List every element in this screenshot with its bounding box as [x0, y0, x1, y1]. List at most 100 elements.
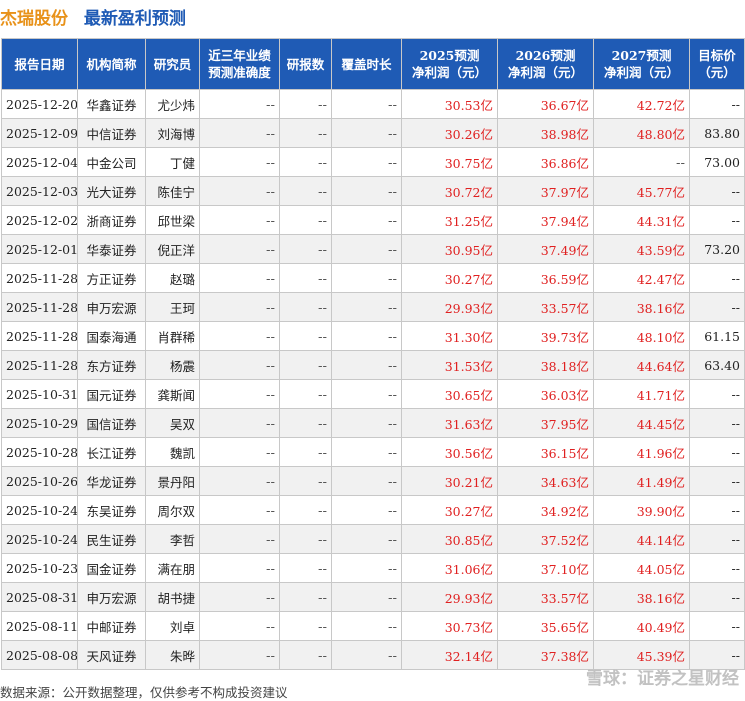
cell-p2027: 39.90亿	[593, 495, 690, 525]
header-accuracy[interactable]: 近三年业绩 预测准确度	[199, 38, 280, 90]
cell-org: 华鑫证券	[77, 89, 146, 119]
header-2026-line2: 净利润（元）	[507, 65, 583, 80]
cell-p2027: 43.59亿	[593, 234, 690, 264]
header-2027[interactable]: 2027预测 净利润（元）	[593, 38, 690, 90]
cell-target: 73.00	[689, 147, 745, 177]
cell-p2025: 29.93亿	[401, 582, 498, 612]
cell-target: --	[689, 263, 745, 293]
header-2027-line2: 净利润（元）	[603, 65, 679, 80]
cell-analyst: 赵璐	[145, 263, 200, 293]
cell-date: 2025-08-31	[1, 582, 78, 612]
cell-analyst: 周尔双	[145, 495, 200, 525]
header-2027-line1: 2027预测	[611, 48, 672, 63]
cell-analyst: 丁健	[145, 147, 200, 177]
table-row: 2025-11-28 东方证券 杨震 -- -- -- 31.53亿 38.18亿 44.64亿…	[1, 350, 745, 380]
cell-accuracy: --	[199, 263, 280, 293]
table-row: 2025-10-29 国信证券 吴双 -- -- -- 31.63亿 37.95亿 44.45亿…	[1, 408, 745, 438]
table-row: 2025-12-01 华泰证券 倪正洋 -- -- -- 30.95亿 37.49亿 43.59…	[1, 234, 745, 264]
cell-org: 方正证券	[77, 263, 146, 293]
cell-p2025: 30.27亿	[401, 263, 498, 293]
table-row: 2025-12-02 浙商证券 邱世梁 -- -- -- 31.25亿 37.94亿 44.31…	[1, 205, 745, 235]
header-date[interactable]: 报告日期	[1, 38, 78, 90]
cell-org: 东方证券	[77, 350, 146, 380]
cell-analyst: 刘海博	[145, 118, 200, 148]
cell-p2025: 30.27亿	[401, 495, 498, 525]
cell-p2025: 31.25亿	[401, 205, 498, 235]
cell-p2027: 41.49亿	[593, 466, 690, 496]
cell-coverage: --	[331, 524, 402, 554]
header-org[interactable]: 机构简称	[77, 38, 146, 90]
cell-p2025: 30.72亿	[401, 176, 498, 206]
cell-org: 中信证券	[77, 118, 146, 148]
table-row: 2025-10-26 华龙证券 景丹阳 -- -- -- 30.21亿 34.63亿 41.49…	[1, 466, 745, 496]
cell-reports: --	[279, 582, 332, 612]
cell-target: 61.15	[689, 321, 745, 351]
table-row: 2025-10-31 国元证券 龚斯闻 -- -- -- 30.65亿 36.03亿 41.71…	[1, 379, 745, 409]
cell-org: 民生证券	[77, 524, 146, 554]
cell-reports: --	[279, 611, 332, 641]
cell-p2025: 30.73亿	[401, 611, 498, 641]
cell-p2027: 44.45亿	[593, 408, 690, 438]
cell-p2026: 37.52亿	[497, 524, 594, 554]
header-2025[interactable]: 2025预测 净利润（元）	[401, 38, 498, 90]
data-source-footer: 数据来源：公开数据整理，仅供参考不构成投资建议	[0, 685, 288, 700]
cell-date: 2025-12-04	[1, 147, 78, 177]
cell-analyst: 朱晔	[145, 640, 200, 670]
cell-target: --	[689, 437, 745, 467]
header-2026-line1: 2026预测	[515, 48, 576, 63]
cell-date: 2025-12-03	[1, 176, 78, 206]
cell-reports: --	[279, 408, 332, 438]
cell-accuracy: --	[199, 292, 280, 322]
cell-reports: --	[279, 292, 332, 322]
header-analyst[interactable]: 研究员	[145, 38, 200, 90]
cell-target: --	[689, 582, 745, 612]
cell-p2025: 31.63亿	[401, 408, 498, 438]
cell-date: 2025-11-28	[1, 292, 78, 322]
cell-p2025: 30.95亿	[401, 234, 498, 264]
cell-target: --	[689, 640, 745, 670]
cell-p2027: --	[593, 147, 690, 177]
header-2026[interactable]: 2026预测 净利润（元）	[497, 38, 594, 90]
cell-org: 浙商证券	[77, 205, 146, 235]
cell-target: --	[689, 408, 745, 438]
cell-date: 2025-12-01	[1, 234, 78, 264]
cell-analyst: 李哲	[145, 524, 200, 554]
cell-accuracy: --	[199, 437, 280, 467]
cell-p2025: 30.21亿	[401, 466, 498, 496]
header-target[interactable]: 目标价 （元）	[689, 38, 745, 90]
header-coverage[interactable]: 覆盖时长	[331, 38, 402, 90]
cell-analyst: 胡书捷	[145, 582, 200, 612]
cell-accuracy: --	[199, 379, 280, 409]
cell-p2026: 36.86亿	[497, 147, 594, 177]
cell-p2026: 37.38亿	[497, 640, 594, 670]
cell-analyst: 吴双	[145, 408, 200, 438]
cell-accuracy: --	[199, 495, 280, 525]
table-row: 2025-10-28 长江证券 魏凯 -- -- -- 30.56亿 36.15亿 41.96亿…	[1, 437, 745, 467]
cell-p2025: 30.85亿	[401, 524, 498, 554]
cell-coverage: --	[331, 582, 402, 612]
cell-coverage: --	[331, 611, 402, 641]
cell-org: 国元证券	[77, 379, 146, 409]
cell-date: 2025-10-28	[1, 437, 78, 467]
cell-analyst: 刘卓	[145, 611, 200, 641]
title-subtitle: 最新盈利预测	[83, 9, 186, 29]
company-name: 杰瑞股份	[0, 9, 68, 29]
header-reports[interactable]: 研报数	[279, 38, 332, 90]
cell-p2026: 37.95亿	[497, 408, 594, 438]
cell-p2026: 34.92亿	[497, 495, 594, 525]
cell-reports: --	[279, 263, 332, 293]
cell-date: 2025-12-02	[1, 205, 78, 235]
cell-p2025: 30.53亿	[401, 89, 498, 119]
table-row: 2025-12-09 中信证券 刘海博 -- -- -- 30.26亿 38.98亿 48.80…	[1, 118, 745, 148]
cell-analyst: 尤少炜	[145, 89, 200, 119]
cell-target: --	[689, 205, 745, 235]
cell-p2027: 45.77亿	[593, 176, 690, 206]
cell-p2027: 44.64亿	[593, 350, 690, 380]
cell-org: 中金公司	[77, 147, 146, 177]
cell-p2027: 48.80亿	[593, 118, 690, 148]
cell-reports: --	[279, 524, 332, 554]
cell-coverage: --	[331, 205, 402, 235]
cell-p2027: 38.16亿	[593, 582, 690, 612]
cell-p2026: 38.98亿	[497, 118, 594, 148]
cell-coverage: --	[331, 495, 402, 525]
